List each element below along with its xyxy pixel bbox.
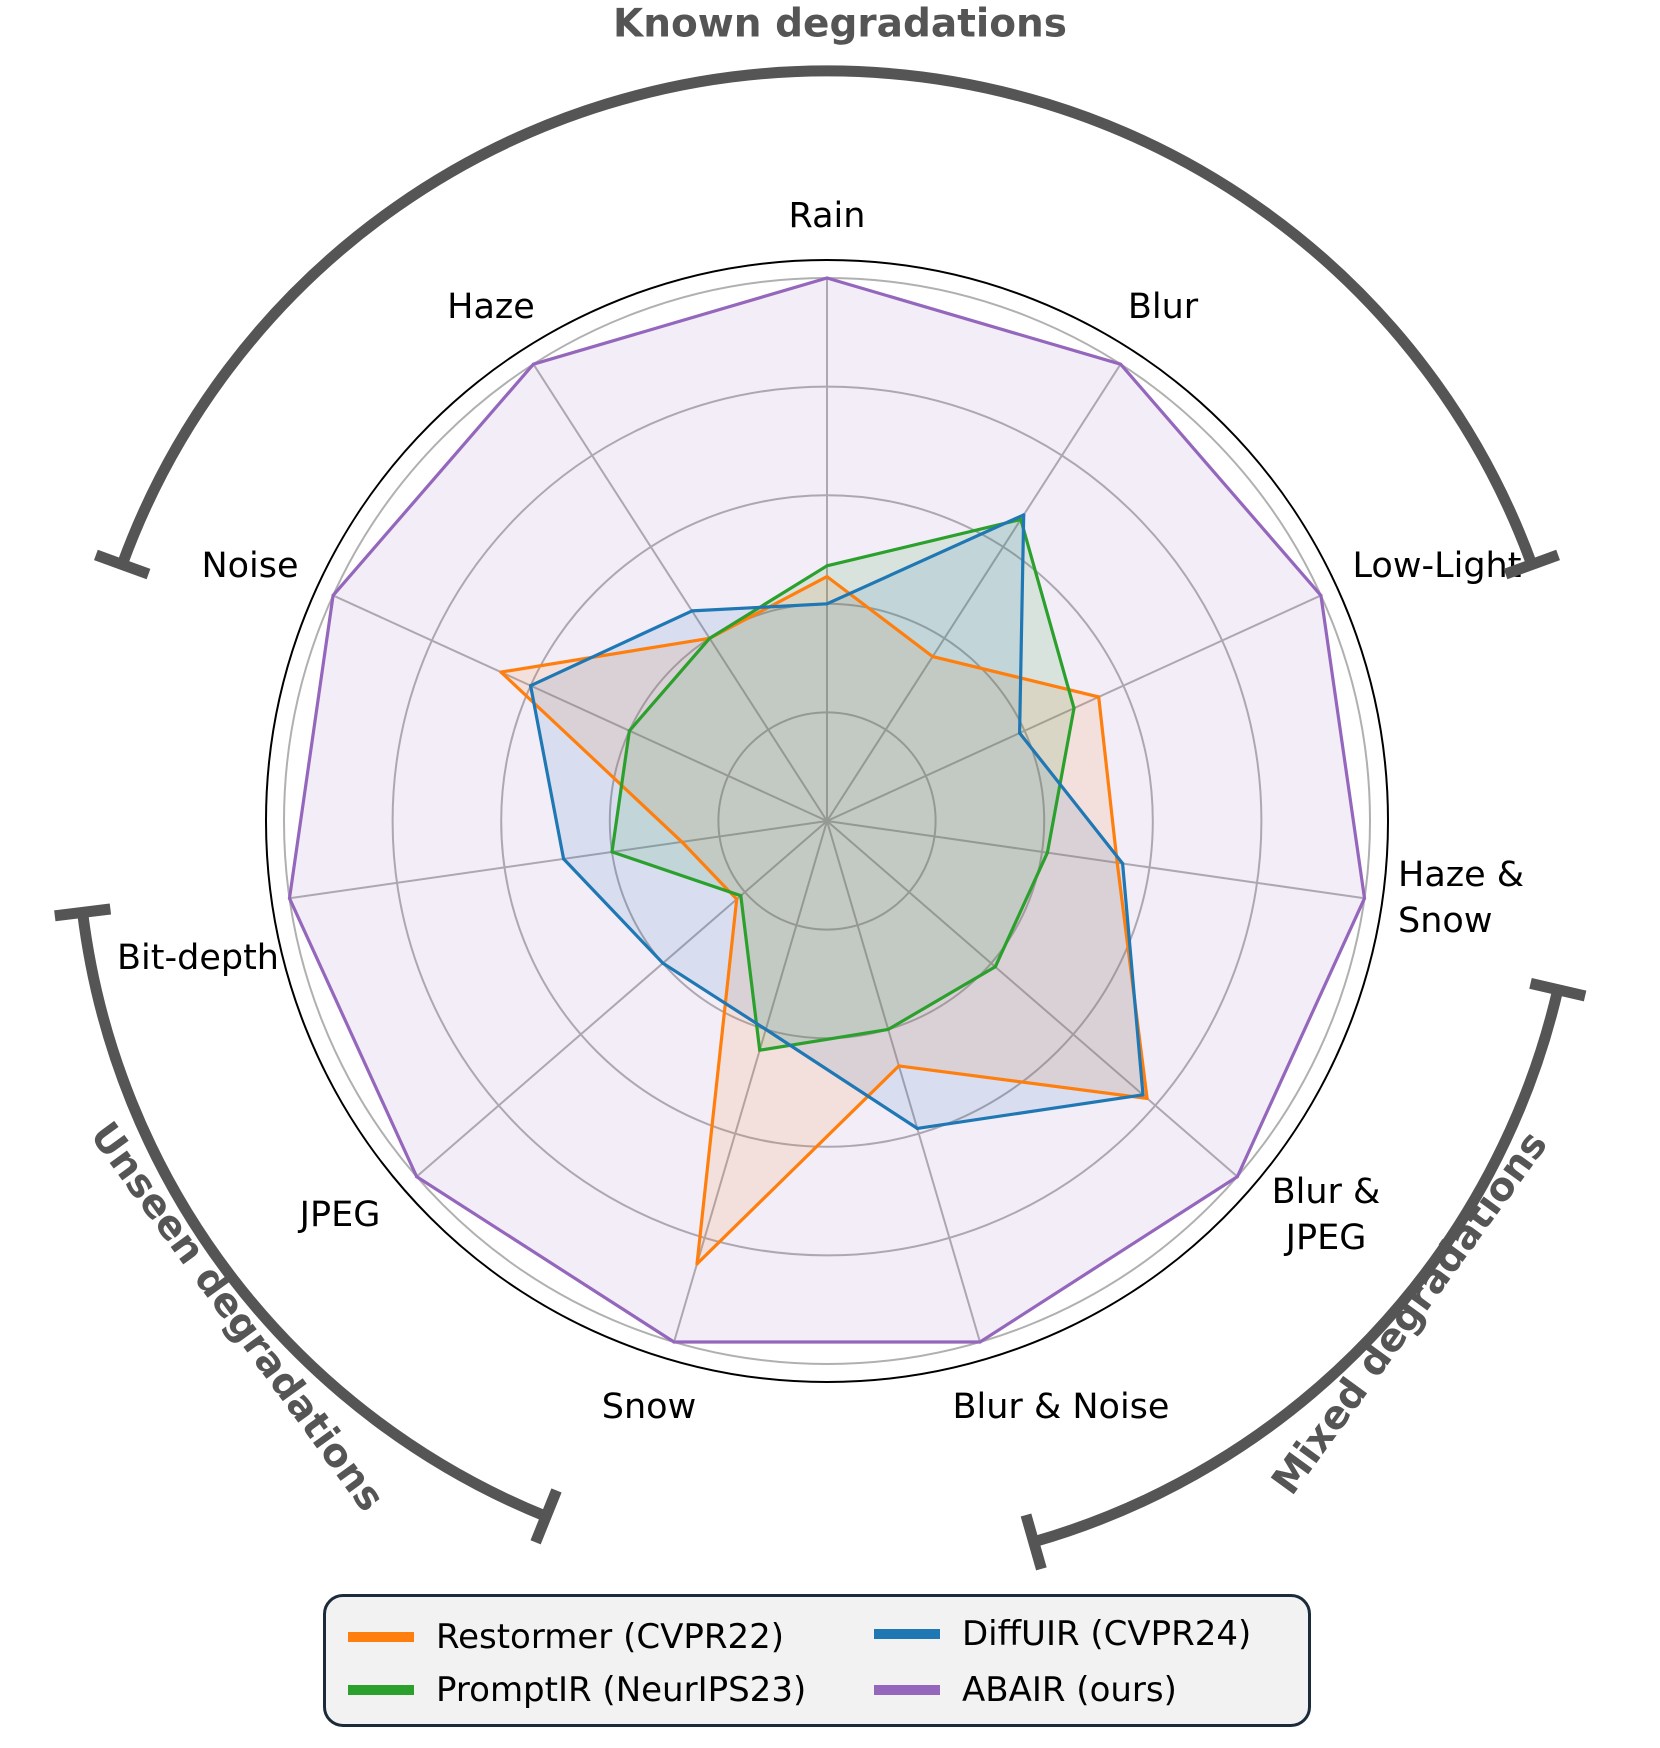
legend-label-restormer: Restormer (CVPR22): [436, 1617, 784, 1657]
axis-label-blur-and-jpeg-line-1: Blur &: [1272, 1172, 1381, 1212]
bracket-end-known-degradations-2: [1503, 549, 1560, 580]
axis-label-haze: Haze: [447, 287, 535, 327]
axis-label-haze-and-snow-line-2: Snow: [1398, 901, 1492, 941]
point-promptir-haze: [708, 636, 712, 640]
legend-item-diffuir: DiffUIR (CVPR24): [874, 1609, 1251, 1659]
point-promptir-noise: [627, 729, 632, 733]
series-fill-restormer: [501, 576, 1148, 1264]
point-diffuir-bit-depth: [562, 857, 566, 861]
point-promptir-low-light: [1072, 706, 1076, 710]
point-promptir-haze-and-snow: [1045, 851, 1049, 855]
point-abair-snow: [672, 1340, 676, 1344]
point-promptir-blur-and-noise: [886, 1027, 890, 1031]
point-restormer-noise: [499, 670, 503, 674]
point-abair-haze: [531, 362, 536, 366]
point-abair-blur: [1119, 362, 1123, 366]
bracket-end-mixed-degradations-2: [1020, 1513, 1047, 1571]
axis-label-rain: Rain: [789, 196, 866, 236]
point-restormer-bit-depth: [680, 840, 684, 844]
bracket-arc-mixed-degradations: [1032, 988, 1564, 1548]
point-abair-blur-and-noise: [978, 1340, 982, 1344]
point-diffuir-snow: [764, 1027, 768, 1031]
point-promptir-bit-depth: [610, 850, 614, 854]
bracket-arc-known-degradations: [117, 65, 1537, 567]
point-restormer-blur-and-jpeg: [1145, 1096, 1149, 1100]
series-line-diffuir: [528, 513, 1145, 1131]
axis-label-jpeg: JPEG: [298, 1195, 381, 1235]
legend-swatch-restormer: [348, 1632, 414, 1642]
bracket-arc-unseen-degradations: [77, 911, 549, 1522]
point-diffuir-blur-and-jpeg: [1141, 1093, 1145, 1097]
legend-item-abair: ABAIR (ours): [874, 1665, 1177, 1715]
point-diffuir-low-light: [1018, 731, 1022, 735]
axis-label-blur-and-noise: Blur & Noise: [953, 1387, 1170, 1427]
axis-label-bit-depth: Bit-depth: [117, 938, 279, 978]
axis-label-blur: Blur: [1128, 287, 1199, 327]
spoke-bit-depth: [289, 820, 828, 900]
series-fill-abair: [289, 278, 1365, 1342]
series-line-abair: [287, 276, 1367, 1344]
spoke-haze: [532, 363, 828, 822]
point-abair-rain: [825, 276, 829, 280]
spoke-blur: [826, 363, 1122, 822]
point-diffuir-blur-and-noise: [915, 1126, 919, 1130]
point-diffuir-jpeg: [661, 961, 665, 965]
axis-label-blur-and-jpeg-line-2: JPEG: [1284, 1218, 1367, 1258]
legend-swatch-diffuir: [874, 1629, 940, 1639]
bracket-end-unseen-degradations-2: [54, 903, 112, 922]
bracket-end-mixed-degradations-1: [1529, 978, 1587, 1002]
point-abair-noise: [331, 593, 335, 598]
point-restormer-snow: [695, 1262, 699, 1266]
point-abair-low-light: [1319, 593, 1323, 598]
point-diffuir-noise: [529, 684, 533, 688]
point-promptir-jpeg: [739, 894, 743, 898]
series-line-restormer: [499, 574, 1149, 1266]
legend-swatch-abair: [874, 1685, 940, 1695]
legend-item-restormer: Restormer (CVPR22): [348, 1612, 784, 1662]
series-layer: [287, 276, 1367, 1344]
spoke-haze-and-snow: [826, 820, 1365, 900]
legend-swatch-promptir: [348, 1685, 414, 1695]
legend-item-promptir: PromptIR (NeurIPS23): [348, 1665, 806, 1715]
outer-frame-circle: [265, 259, 1389, 1383]
axis-label-low-light: Low-Light: [1353, 546, 1522, 586]
point-restormer-low-light: [1097, 695, 1101, 699]
point-abair-blur-and-jpeg: [1235, 1175, 1239, 1179]
point-promptir-snow: [758, 1048, 762, 1052]
point-promptir-blur-and-jpeg: [993, 965, 997, 969]
legend-label-promptir: PromptIR (NeurIPS23): [436, 1670, 807, 1710]
legend-label-abair: ABAIR (ours): [962, 1670, 1177, 1710]
axis-labels: Rain Blur Low-Light Haze & Snow Blur & JPEG Blu…: [117, 196, 1524, 1427]
point-restormer-blur: [931, 655, 935, 659]
axis-label-haze-and-snow-line-1: Haze &: [1398, 855, 1524, 895]
point-diffuir-haze-and-snow: [1121, 861, 1125, 866]
axis-label-noise: Noise: [201, 546, 298, 586]
point-diffuir-rain: [825, 602, 829, 606]
legend: Restormer (CVPR22) PromptIR (NeurIPS23) …: [323, 1594, 1311, 1727]
point-abair-jpeg: [415, 1175, 419, 1179]
spoke-jpeg: [415, 820, 828, 1178]
point-restormer-haze-and-snow: [1115, 861, 1119, 865]
point-restormer-blur-and-noise: [897, 1064, 901, 1068]
group-label-unseen-degradations: Unseen degradations: [81, 1114, 393, 1520]
bracket-end-known-degradations-1: [94, 549, 151, 580]
axis-label-snow: Snow: [602, 1387, 696, 1427]
series-fill-promptir: [612, 519, 1074, 1051]
spoke-blur-and-noise: [826, 820, 981, 1343]
group-label-known-degradations: Known degradations: [613, 2, 1067, 47]
point-promptir-blur: [1019, 517, 1023, 522]
point-restormer-jpeg: [735, 897, 739, 901]
legend-label-diffuir: DiffUIR (CVPR24): [962, 1614, 1252, 1654]
point-abair-haze-and-snow: [1362, 896, 1367, 900]
point-abair-bit-depth: [287, 896, 292, 900]
point-promptir-rain: [825, 564, 829, 568]
point-diffuir-blur: [1022, 513, 1026, 517]
spoke-blur-and-jpeg: [826, 820, 1239, 1178]
bracket-end-unseen-degradations-1: [530, 1488, 562, 1545]
series-line-promptir: [610, 517, 1076, 1052]
point-restormer-rain: [825, 575, 829, 579]
point-diffuir-haze: [690, 609, 694, 613]
spoke-noise: [332, 594, 828, 822]
